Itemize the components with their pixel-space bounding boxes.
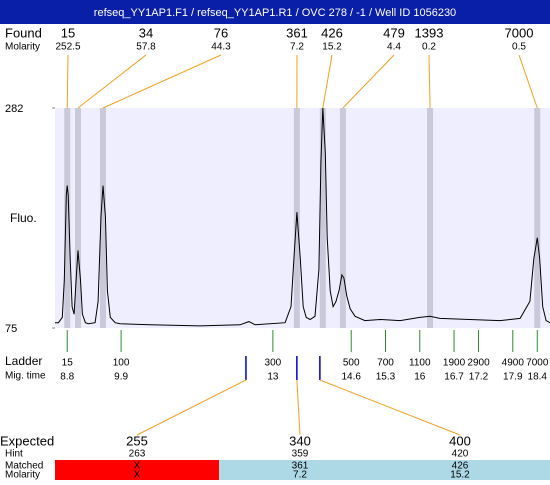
ladder-size: 1100: [409, 358, 431, 369]
peak-connector: [323, 55, 332, 108]
ladder-size: 7000: [526, 358, 549, 369]
found-molarity: 15.2: [322, 42, 342, 53]
hint-size: 420: [452, 449, 469, 460]
matched-molarity: 7.2: [293, 470, 307, 480]
molarity-label: Molarity: [5, 42, 40, 53]
peak-connector: [67, 55, 68, 108]
found-molarity: 252.5: [55, 42, 80, 53]
ladder-time: 15.3: [376, 372, 396, 383]
mig-time-label: Mig. time: [5, 371, 46, 382]
found-molarity: 4.4: [387, 42, 401, 53]
ladder-time: 8.8: [60, 372, 74, 383]
ladder-size: 500: [343, 358, 360, 369]
expected-size: 340: [289, 433, 311, 448]
found-size: 7000: [505, 25, 534, 40]
ladder-time: 18.4: [528, 372, 548, 383]
ladder-time: 17.2: [469, 372, 489, 383]
peak-connector: [78, 55, 146, 108]
matched-molarity: X: [134, 470, 141, 480]
found-molarity: 44.3: [211, 42, 231, 53]
ladder-time: 9.9: [114, 372, 128, 383]
ladder-time: 17.9: [503, 372, 523, 383]
expected-connector: [137, 380, 246, 435]
peak-connector: [519, 55, 537, 108]
found-size: 15: [61, 25, 75, 40]
ladder-label: Ladder: [5, 354, 42, 368]
ladder-size: 700: [377, 358, 394, 369]
expected-size: 255: [126, 433, 148, 448]
peak-band: [534, 108, 540, 328]
found-molarity: 0.2: [422, 42, 436, 53]
expected-label: Expected: [0, 433, 54, 448]
found-molarity: 7.2: [290, 42, 304, 53]
expected-connector: [297, 380, 300, 435]
ladder-time: 14.6: [341, 372, 361, 383]
y-tick-label: 75: [5, 323, 17, 335]
matched-cells: [219, 460, 550, 480]
expected-connector: [320, 380, 460, 435]
peak-connector: [103, 55, 221, 108]
peak-connector: [343, 55, 394, 108]
expected-molarity-label: Molarity: [5, 470, 40, 480]
y-tick-label: 282: [5, 103, 23, 115]
ladder-time: 16.7: [444, 372, 464, 383]
found-size: 34: [139, 25, 153, 40]
found-size: 479: [383, 25, 405, 40]
expected-size: 400: [449, 433, 471, 448]
ladder-time: 16: [414, 372, 426, 383]
hint-label: Hint: [5, 449, 23, 460]
found-size: 1393: [415, 25, 444, 40]
ladder-size: 1900: [443, 358, 466, 369]
found-molarity: 0.5: [512, 42, 526, 53]
found-size: 361: [286, 25, 308, 40]
ladder-size: 100: [113, 358, 130, 369]
hint-size: 359: [292, 449, 309, 460]
ladder-size: 2900: [467, 358, 490, 369]
ladder-size: 4900: [502, 358, 525, 369]
peak-band: [75, 108, 81, 328]
ladder-size: 300: [265, 358, 282, 369]
hint-size: 263: [129, 449, 146, 460]
found-label: Found: [5, 25, 42, 40]
found-size: 76: [214, 25, 228, 40]
peak-band: [340, 108, 346, 328]
y-axis-label: Fluo.: [10, 211, 37, 225]
found-size: 426: [321, 25, 343, 40]
found-molarity: 57.8: [136, 42, 156, 53]
peak-band: [427, 108, 433, 328]
peak-connector: [429, 55, 430, 108]
matched-molarity: 15.2: [450, 470, 470, 480]
ladder-time: 13: [267, 372, 279, 383]
ladder-size: 15: [62, 358, 74, 369]
header-title: refseq_YY1AP1.F1 / refseq_YY1AP1.R1 / OV…: [94, 7, 456, 19]
